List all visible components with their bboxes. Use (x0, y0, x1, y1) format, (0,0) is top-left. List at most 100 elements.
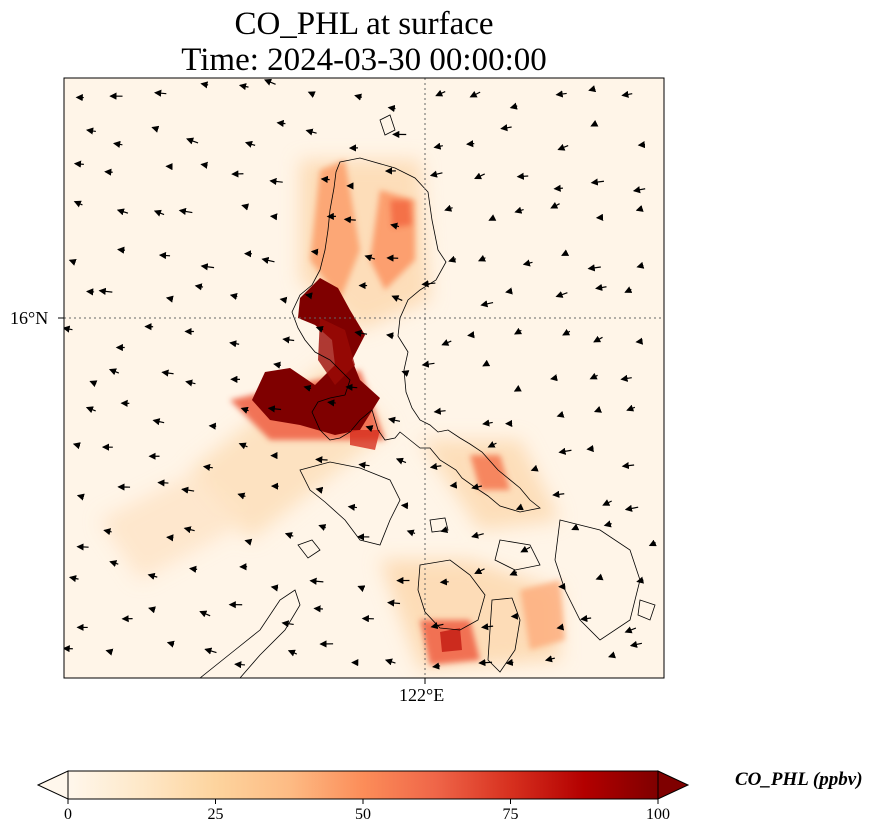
wind-arrow (595, 283, 607, 292)
wind-arrow (580, 614, 592, 623)
wind-arrow (390, 222, 400, 230)
wind-arrow (636, 261, 645, 269)
wind-arrow (589, 372, 598, 380)
plot-title-line-1: CO_PHL at surface (234, 6, 494, 42)
wind-arrow (480, 623, 494, 631)
wind-arrow (562, 328, 571, 336)
wind-arrow (385, 332, 394, 340)
wind-arrow (467, 331, 475, 339)
wind-arrow (471, 483, 483, 491)
wind-arrow (194, 283, 204, 291)
wind-arrow (315, 486, 324, 494)
wind-arrow (471, 531, 484, 539)
wind-arrow (345, 383, 358, 391)
wind-arrow (76, 493, 85, 501)
wind-arrow (327, 399, 336, 407)
wind-arrow (153, 209, 165, 217)
wind-arrow (648, 539, 657, 547)
wind-arrow (151, 125, 160, 133)
wind-arrow (273, 361, 281, 369)
wind-arrow (267, 405, 282, 413)
wind-arrow (269, 213, 278, 221)
coastline-mindoro (299, 461, 401, 546)
wind-arrow (520, 545, 531, 553)
wind-arrow (505, 658, 514, 666)
wind-arrow (571, 523, 580, 531)
colorbar-tick-label: 100 (646, 806, 670, 823)
wind-arrow (465, 140, 475, 148)
wind-arrow (279, 296, 288, 304)
wind-arrow (607, 651, 616, 659)
wind-arrow (354, 329, 368, 337)
wind-arrow (477, 254, 487, 262)
wind-arrow (358, 461, 370, 469)
wind-arrow (148, 606, 156, 614)
wind-arrow (593, 406, 602, 413)
wind-arrow (555, 90, 567, 98)
wind-arrow (556, 410, 565, 418)
wind-arrow (200, 161, 208, 169)
wind-arrow (183, 526, 195, 534)
wind-arrow (478, 659, 493, 667)
wind-arrow (636, 576, 645, 584)
wind-arrow (555, 291, 568, 298)
wind-arrow (444, 204, 453, 212)
wind-arrow (516, 172, 529, 180)
wind-arrow (487, 441, 497, 448)
colorbar-tick-label: 0 (64, 806, 72, 823)
wind-arrow (73, 200, 83, 208)
wind-arrow (229, 292, 238, 300)
wind-arrow (500, 124, 512, 132)
wind-vectors (64, 78, 657, 670)
wind-arrow (347, 503, 357, 511)
wind-arrow (157, 479, 169, 487)
wind-arrow (430, 622, 444, 630)
wind-arrow (509, 102, 518, 110)
wind-arrow (158, 251, 171, 260)
colorbar-extend-min (36, 770, 69, 800)
wind-arrow (161, 369, 174, 377)
wind-arrow (229, 340, 240, 348)
wind-arrow (234, 661, 245, 669)
wind-arrow (73, 160, 84, 168)
wind-arrow (482, 419, 493, 427)
wind-arrow (108, 368, 120, 376)
wind-arrow (421, 360, 435, 368)
wind-arrow (588, 85, 597, 93)
plume-peak (252, 278, 462, 652)
wind-arrow (85, 127, 96, 135)
wind-arrow (287, 649, 298, 657)
wind-arrow (488, 214, 497, 221)
wind-arrow (276, 119, 286, 128)
wind-arrow (557, 143, 569, 151)
wind-arrow (204, 647, 217, 655)
wind-arrow (189, 565, 198, 573)
wind-arrow (282, 336, 295, 344)
wind-arrow (64, 325, 73, 333)
wind-arrow (441, 339, 452, 346)
wind-arrow (505, 287, 513, 295)
wind-arrow (105, 648, 114, 656)
wind-arrow (469, 90, 481, 98)
wind-arrow (632, 186, 646, 194)
wind-arrow (522, 259, 533, 267)
wind-arrow (364, 254, 376, 262)
wind-arrow (440, 526, 449, 534)
wind-arrow (109, 560, 119, 567)
coastline-small-1 (379, 114, 396, 136)
latitude-tick-label: 16°N (10, 308, 49, 328)
wind-arrow (244, 538, 253, 546)
wind-arrow (284, 532, 294, 540)
coastline-panay (417, 559, 486, 631)
wind-arrow (185, 379, 196, 387)
wind-arrow (186, 137, 199, 145)
wind-arrow (439, 578, 449, 586)
wind-arrow (181, 486, 195, 494)
wind-arrow (384, 658, 396, 666)
wind-arrow (103, 528, 112, 536)
wind-arrow (406, 529, 416, 537)
colorbar-tick-label: 75 (502, 806, 519, 823)
wind-arrow (240, 406, 249, 414)
